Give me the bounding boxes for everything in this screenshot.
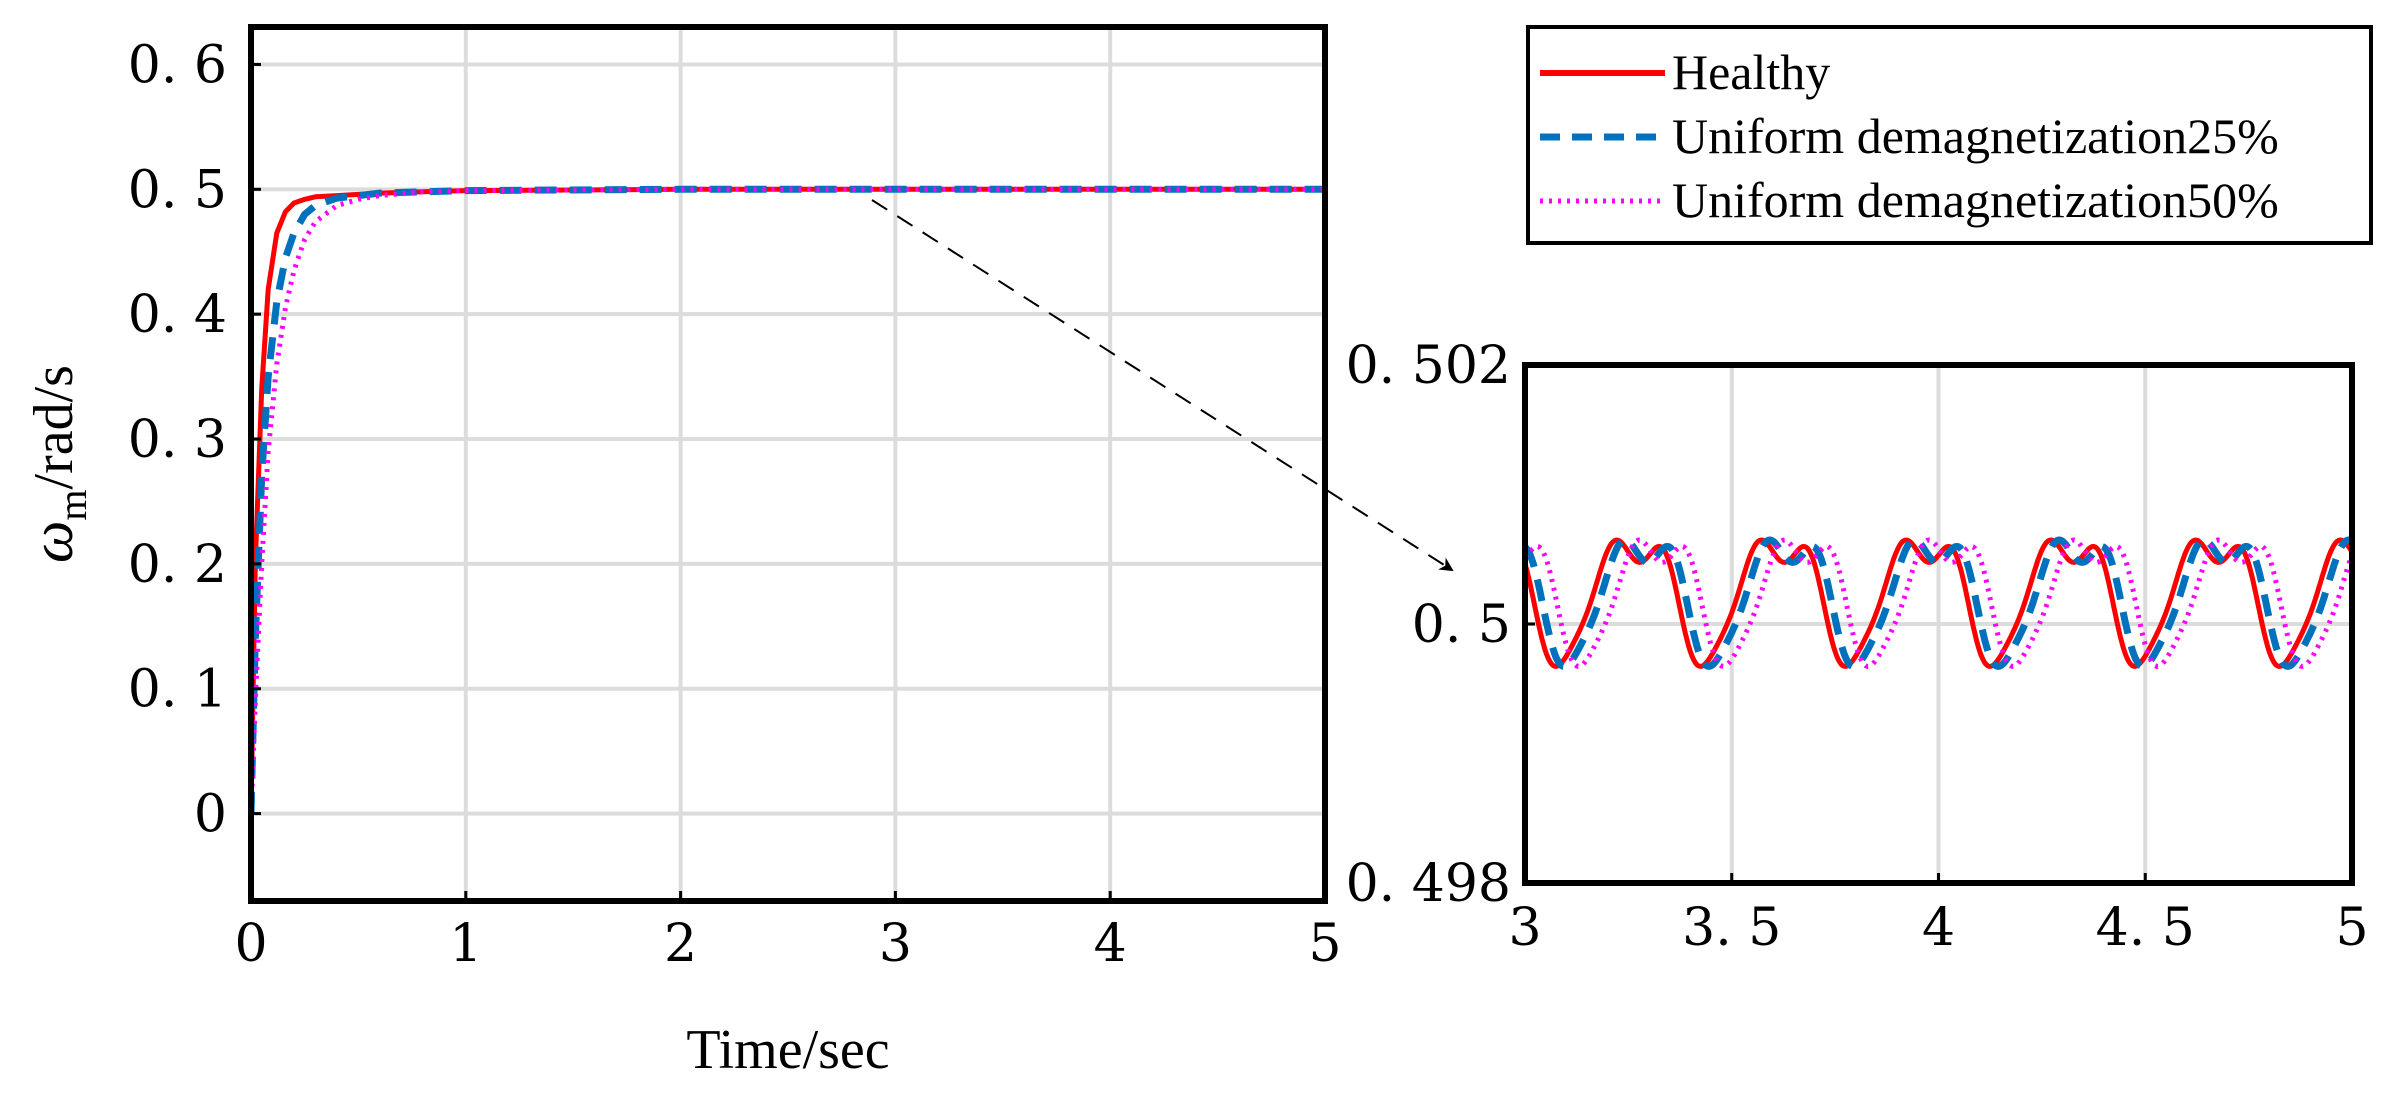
zoom-series-line-2 xyxy=(1525,537,2352,669)
zoom-inset-chart: 3 3. 5 4 4. 5 5 0. 498 0. 5 0. 502 xyxy=(1346,336,2369,958)
legend-label-healthy: Healthy xyxy=(1672,44,1830,100)
zoom-xtick-label: 5 xyxy=(2335,898,2368,958)
y-axis-symbol: ω xyxy=(19,521,85,563)
legend-label-demag50: Uniform demagnetization50% xyxy=(1672,172,2279,228)
zoom-arrow xyxy=(871,199,1454,572)
x-axis-label: Time/sec xyxy=(686,1019,889,1081)
main-ytick-label: 0. 5 xyxy=(128,160,227,220)
main-chart: 0 1 2 3 4 5 0 0. 1 0. 2 0. 3 0. 4 0. 5 0. 6 Time/sec… xyxy=(19,24,1342,1081)
y-axis-unit: /rad/s xyxy=(23,365,85,489)
main-xtick-label: 0 xyxy=(234,914,267,974)
main-ytick-label: 0. 4 xyxy=(128,285,227,345)
main-xtick-label: 1 xyxy=(449,914,482,974)
main-ytick-label: 0. 6 xyxy=(128,35,227,95)
main-ytick-label: 0. 3 xyxy=(128,410,227,470)
legend: Healthy Uniform demagnetization25% Unifo… xyxy=(1526,25,2373,245)
legend-box xyxy=(1526,25,2373,245)
zoom-grid xyxy=(1525,365,2352,883)
legend-label-demag25: Uniform demagnetization25% xyxy=(1672,108,2279,164)
main-ytick-label: 0 xyxy=(194,785,227,845)
main-series-lines xyxy=(251,185,1325,814)
zoom-xtick-label: 4. 5 xyxy=(2096,898,2195,958)
zoom-xtick-label: 3 xyxy=(1508,898,1541,958)
main-axes-frame xyxy=(248,24,1328,904)
main-ytick-label: 0. 2 xyxy=(128,535,227,595)
main-ytick-label: 0. 1 xyxy=(128,660,227,720)
zoom-xtick-label: 4 xyxy=(1922,898,1955,958)
zoom-ytick-label: 0. 498 xyxy=(1346,854,1511,914)
zoom-series-lines xyxy=(1525,536,2352,670)
zoom-xtick-label: 3. 5 xyxy=(1682,898,1781,958)
zoom-series-line-1 xyxy=(1525,536,2352,670)
main-series-line-2 xyxy=(251,186,1325,814)
main-series-line-1 xyxy=(251,185,1325,814)
main-xtick-label: 5 xyxy=(1308,914,1341,974)
main-xtick-label: 2 xyxy=(664,914,697,974)
zoom-tick-labels: 3 3. 5 4 4. 5 5 0. 498 0. 5 0. 502 xyxy=(1346,336,2369,958)
zoom-ytick-label: 0. 502 xyxy=(1346,336,1511,396)
main-tick-labels: 0 1 2 3 4 5 0 0. 1 0. 2 0. 3 0. 4 0. 5 0. 6 xyxy=(128,35,1342,974)
y-axis-label: ωm/rad/s xyxy=(19,365,95,563)
y-axis-subscript: m xyxy=(50,489,95,520)
zoom-ytick-label: 0. 5 xyxy=(1412,595,1511,655)
main-xtick-label: 3 xyxy=(879,914,912,974)
main-plot-area xyxy=(251,27,1325,901)
main-xtick-label: 4 xyxy=(1094,914,1127,974)
